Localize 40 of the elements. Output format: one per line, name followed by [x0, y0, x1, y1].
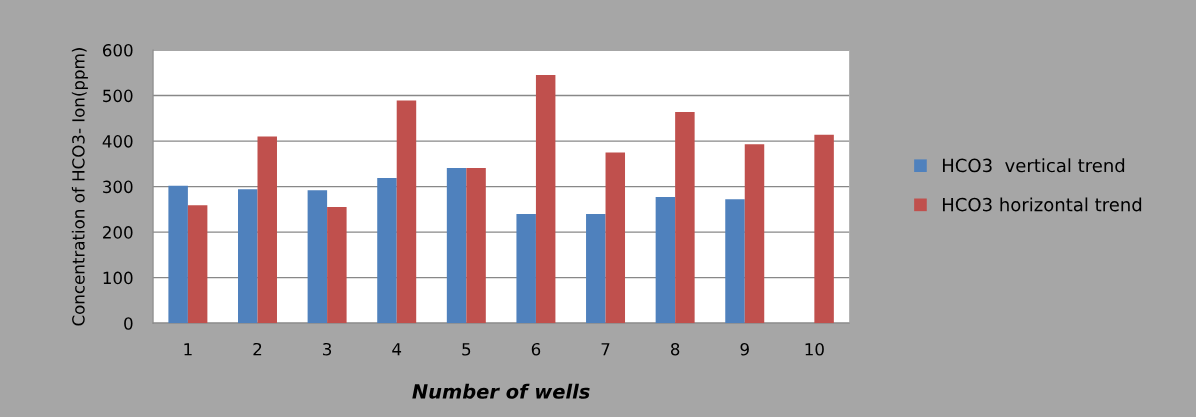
bar — [814, 134, 834, 324]
bar — [307, 190, 328, 324]
y-tick-label: 0 — [124, 317, 133, 330]
bar — [466, 167, 486, 324]
bar — [605, 152, 626, 324]
y-tick-label: 500 — [103, 89, 133, 103]
bar — [744, 144, 765, 324]
bar — [675, 111, 695, 324]
legend-label: HCO3 horizontal trend — [942, 197, 1142, 212]
x-tick-label: 8 — [670, 342, 680, 356]
x-tick-label: 9 — [740, 342, 749, 356]
x-tick-label: 6 — [531, 342, 541, 356]
x-tick-label: 5 — [462, 343, 471, 356]
y-axis-title: Concentration of HCO3- Ion(ppm) — [71, 48, 88, 326]
y-tick-label: 400 — [102, 135, 133, 148]
y-tick-label: 600 — [103, 44, 133, 57]
bar — [327, 207, 347, 324]
bar — [586, 213, 606, 324]
bar — [655, 197, 676, 324]
x-axis-title: Number of wells — [412, 383, 590, 399]
bar — [396, 100, 417, 324]
legend-label: HCO3 vertical trend — [942, 158, 1125, 173]
bar — [168, 185, 188, 324]
bar — [446, 167, 467, 324]
x-tick-label: 2 — [253, 342, 262, 356]
bar — [187, 205, 208, 324]
x-tick-label: 7 — [601, 343, 610, 356]
bar — [238, 189, 258, 324]
y-tick-label: 300 — [103, 180, 133, 194]
x-tick-label: 1 — [184, 343, 192, 356]
bar — [535, 75, 556, 324]
bar — [516, 213, 536, 324]
x-tick-label: 10 — [805, 342, 824, 356]
y-tick-label: 100 — [103, 271, 133, 285]
bar — [257, 136, 277, 324]
y-tick-label: 200 — [103, 226, 133, 239]
bar — [725, 199, 745, 324]
bar — [377, 177, 397, 324]
x-tick-label: 4 — [392, 343, 402, 356]
x-tick-label: 3 — [323, 342, 332, 356]
